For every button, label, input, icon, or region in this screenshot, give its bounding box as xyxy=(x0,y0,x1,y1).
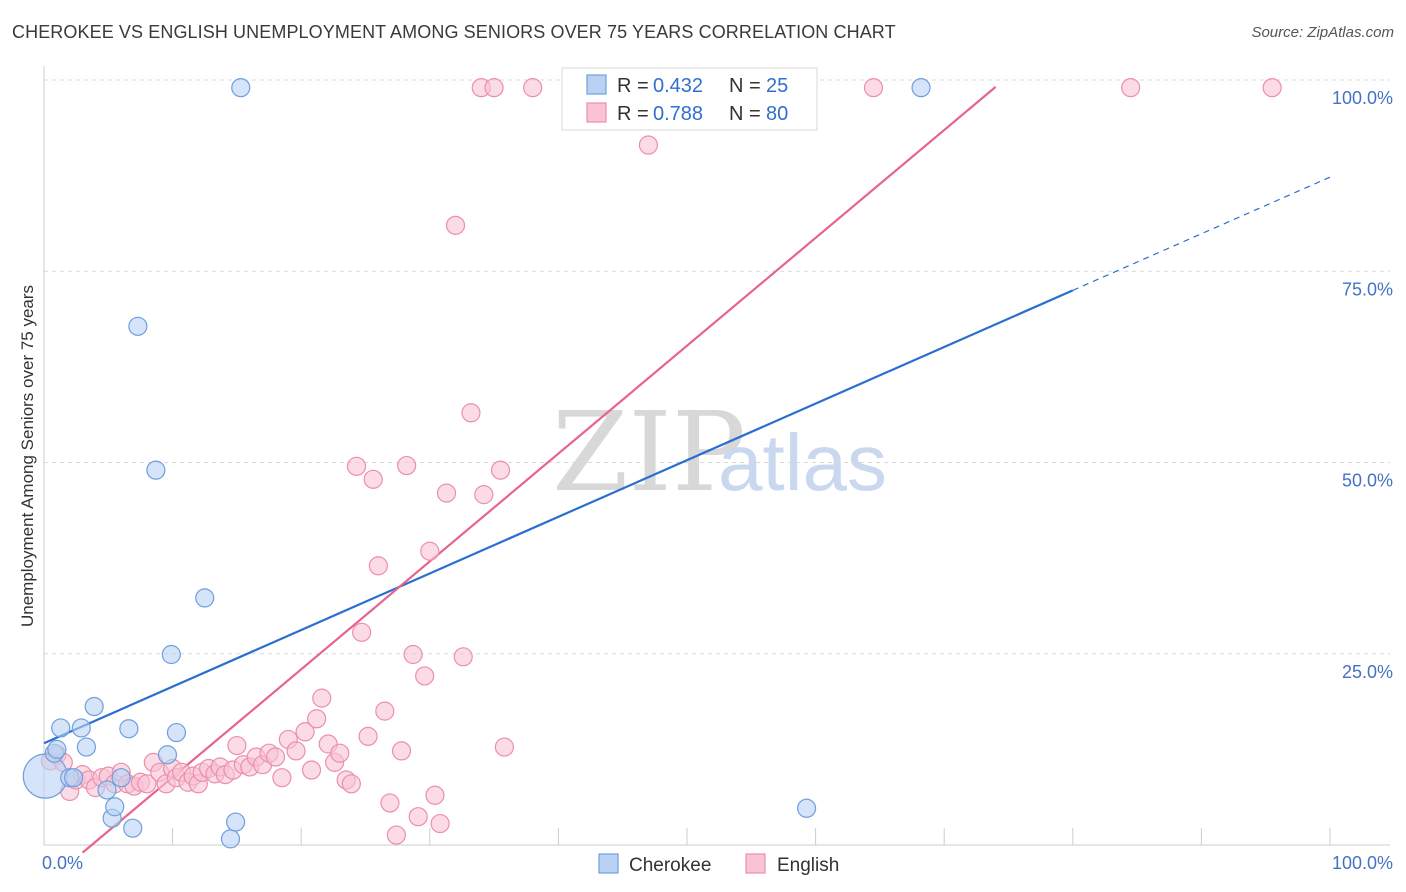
bottom-legend-swatch-english xyxy=(745,853,766,874)
point-english xyxy=(346,456,367,476)
bottom-legend-swatch-cherokee xyxy=(598,853,619,874)
point-english xyxy=(415,666,435,686)
bottom-legend-english: English xyxy=(777,855,839,876)
y-tick-label: 100.0% xyxy=(1332,88,1393,108)
axes xyxy=(43,66,1390,846)
stats-legend: R = 0.432 N = 25 R = 0.788 N = 80 xyxy=(561,67,818,131)
point-english xyxy=(286,741,306,761)
point-english xyxy=(461,403,481,423)
data-points xyxy=(22,78,1282,849)
point-cherokee xyxy=(63,768,84,788)
point-english xyxy=(523,78,543,98)
grid xyxy=(44,79,1390,655)
point-english xyxy=(375,701,395,721)
bottom-legend-cherokee: Cherokee xyxy=(629,855,711,876)
chart-title: CHEROKEE VS ENGLISH UNEMPLOYMENT AMONG S… xyxy=(12,22,896,42)
trendline-cherokee xyxy=(43,289,1074,745)
point-cherokee xyxy=(146,460,166,480)
point-cherokee xyxy=(166,722,187,743)
point-english xyxy=(403,644,423,665)
point-english xyxy=(272,768,292,788)
point-english xyxy=(490,460,511,480)
watermark-atlas: atlas xyxy=(718,418,887,507)
series-legend: Cherokee English xyxy=(598,853,839,876)
legend-english-n-label: N = xyxy=(729,103,761,125)
point-english xyxy=(430,813,450,834)
point-english xyxy=(453,647,473,667)
y-axis-label: Unemployment Among Seniors over 75 years xyxy=(18,285,37,627)
point-english xyxy=(312,688,332,708)
point-english xyxy=(484,78,504,98)
y-tick-label: 50.0% xyxy=(1342,471,1393,491)
source-label: Source: ZipAtlas.com xyxy=(1251,24,1394,41)
point-cherokee xyxy=(105,797,125,817)
trendline-english xyxy=(81,86,997,854)
trend-lines xyxy=(43,86,1331,854)
point-cherokee xyxy=(51,718,71,738)
point-cherokee xyxy=(911,78,931,98)
point-english xyxy=(307,709,327,729)
legend-english-n-value: 80 xyxy=(766,103,788,125)
point-english xyxy=(445,215,466,235)
point-cherokee xyxy=(47,739,67,759)
point-cherokee xyxy=(157,745,178,765)
point-english xyxy=(863,78,884,98)
point-cherokee xyxy=(97,780,117,800)
point-english xyxy=(386,825,406,845)
point-english xyxy=(436,483,457,503)
point-english xyxy=(363,469,383,489)
x-tick-label: 100.0% xyxy=(1332,853,1393,873)
point-english xyxy=(425,785,445,805)
point-english xyxy=(358,726,378,746)
point-cherokee xyxy=(111,768,131,788)
point-cherokee xyxy=(76,737,97,757)
point-cherokee xyxy=(128,316,148,336)
legend-cherokee-n-label: N = xyxy=(729,75,761,97)
point-english xyxy=(295,722,315,742)
legend-cherokee-n-value: 25 xyxy=(766,75,788,97)
point-cherokee xyxy=(71,718,91,738)
point-english xyxy=(397,455,417,476)
point-english xyxy=(368,556,388,576)
point-english xyxy=(494,737,514,757)
point-english xyxy=(638,135,659,155)
point-cherokee xyxy=(195,588,215,608)
point-english xyxy=(1262,78,1282,98)
point-english xyxy=(301,760,322,780)
point-cherokee xyxy=(84,696,104,717)
y-tick-label: 25.0% xyxy=(1342,662,1393,682)
trendline-extension-cherokee xyxy=(1072,176,1331,291)
point-english xyxy=(352,622,372,642)
legend-swatch-cherokee xyxy=(586,74,607,95)
point-english xyxy=(265,747,286,767)
point-cherokee xyxy=(119,719,139,739)
point-english xyxy=(391,741,412,761)
point-cherokee xyxy=(161,644,181,665)
point-english xyxy=(330,743,350,763)
point-english xyxy=(474,485,494,505)
point-cherokee xyxy=(123,818,143,838)
x-tick-label: 0.0% xyxy=(42,853,83,873)
point-english xyxy=(420,541,440,561)
tick-labels: 25.0% 50.0% 75.0% 100.0% 0.0% 100.0% xyxy=(42,88,1393,873)
point-english xyxy=(137,774,157,794)
legend-english-r-label: R = xyxy=(617,103,649,125)
y-tick-label: 75.0% xyxy=(1342,279,1393,299)
point-cherokee xyxy=(231,78,251,98)
point-english xyxy=(1121,78,1141,98)
point-cherokee xyxy=(220,829,241,849)
legend-cherokee-r-label: R = xyxy=(617,75,649,97)
point-english xyxy=(341,774,361,794)
point-english xyxy=(380,793,400,813)
point-english xyxy=(408,807,428,827)
legend-swatch-english xyxy=(586,102,607,123)
point-english xyxy=(227,735,247,756)
point-cherokee xyxy=(226,812,246,832)
legend-cherokee-r-value: 0.432 xyxy=(653,75,703,97)
point-cherokee xyxy=(796,798,817,818)
legend-english-r-value: 0.788 xyxy=(653,103,703,125)
watermark-zip: ZIP xyxy=(552,388,746,516)
